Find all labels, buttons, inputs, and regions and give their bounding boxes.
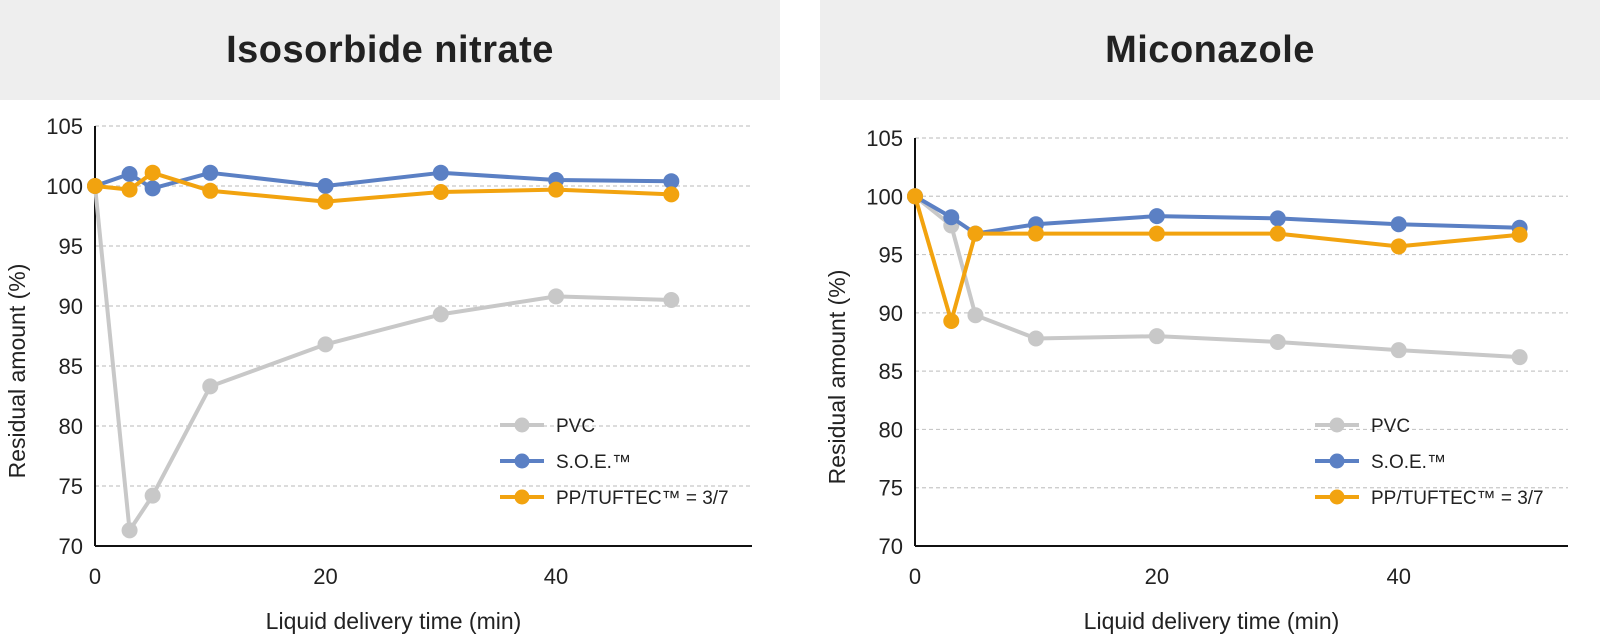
series-line-soe [913, 194, 1520, 236]
y-tick-label: 85 [59, 354, 83, 379]
y-tick-label: 100 [866, 184, 903, 209]
y-tick-label: 70 [59, 534, 83, 559]
data-point-pp [317, 193, 334, 210]
data-point-pp [432, 184, 449, 200]
y-tick-label: 75 [59, 474, 83, 499]
y-axis-label: Residual amount (%) [4, 264, 30, 479]
data-point-soe [432, 164, 449, 181]
data-point-pvc [1148, 328, 1165, 345]
chart-title-bar: Miconazole [820, 0, 1600, 100]
y-tick-label: 80 [879, 417, 903, 442]
legend-label-soe: S.O.E.™ [556, 452, 631, 473]
x-tick-label: 0 [909, 564, 921, 589]
x-tick-label: 0 [89, 564, 101, 589]
data-point-pp [967, 225, 984, 242]
y-tick-label: 85 [879, 359, 903, 384]
chart-panel-miconazole: Miconazole 70 75 80 85 90 95 100 105 0 20 40 Liquid… [820, 0, 1600, 642]
data-point-soe [144, 180, 161, 197]
legend-swatch-marker [514, 417, 530, 433]
data-point-pp [1148, 225, 1165, 242]
data-point-pp [121, 181, 138, 198]
y-tick-label: 75 [879, 476, 903, 501]
data-point-soe [1269, 210, 1286, 227]
data-point-pvc [1027, 330, 1044, 347]
data-point-pvc [121, 522, 138, 539]
data-point-pvc [1269, 334, 1286, 350]
chart-isosorbide-nitrate: 70 75 80 85 90 95 100 105 0 20 40 Liquid delivery t… [4, 114, 752, 634]
data-point-pp [907, 188, 923, 205]
data-point-soe [1148, 208, 1165, 225]
legend-label-pp: PP/TUFTEC™ = 3/7 [1371, 488, 1544, 509]
legend-swatch-marker [1329, 417, 1345, 433]
series-line-pvc [913, 194, 1520, 360]
data-point-pp [87, 178, 103, 194]
y-tick-label: 105 [46, 114, 83, 139]
series-line-pp [913, 195, 1520, 324]
data-point-pvc [317, 336, 334, 353]
x-tick-label: 20 [1145, 564, 1169, 589]
y-tick-label: 70 [879, 534, 903, 559]
legend-label-pvc: PVC [556, 416, 595, 437]
x-axis-label: Liquid delivery time (min) [1084, 608, 1340, 634]
data-point-pvc [1511, 349, 1528, 366]
data-point-pp [1511, 226, 1528, 243]
data-point-soe [943, 209, 960, 226]
data-point-pp [1390, 238, 1407, 255]
data-point-pp [663, 186, 680, 203]
data-point-soe [121, 166, 138, 182]
data-point-pp [943, 313, 960, 330]
data-point-pp [144, 164, 161, 181]
data-point-pvc [1390, 342, 1407, 359]
data-point-pvc [202, 378, 219, 395]
legend-swatch-marker [514, 453, 530, 469]
x-tick-label: 40 [1386, 564, 1410, 589]
legend-label-soe: S.O.E.™ [1371, 452, 1446, 473]
data-point-soe [663, 173, 680, 190]
y-tick-label: 100 [46, 174, 83, 199]
data-point-pp [548, 181, 565, 198]
chart-title: Isosorbide nitrate [226, 28, 554, 71]
y-axis-label: Residual amount (%) [824, 270, 850, 485]
legend-label-pvc: PVC [1371, 416, 1410, 437]
y-tick-label: 105 [866, 126, 903, 151]
series-line-pp [94, 170, 672, 204]
data-point-pp [202, 182, 219, 199]
chart-miconazole: 70 75 80 85 90 95 100 105 0 20 40 Liquid delivery t… [824, 126, 1568, 634]
data-point-pvc [548, 288, 565, 305]
legend-swatch-marker [514, 489, 530, 505]
data-point-pvc [663, 292, 680, 308]
chart-title-bar: Isosorbide nitrate [0, 0, 780, 100]
data-point-pp [1269, 225, 1286, 242]
y-tick-label: 80 [59, 414, 83, 439]
data-point-soe [1390, 216, 1407, 233]
y-tick-label: 95 [879, 243, 903, 268]
data-point-pp [1027, 225, 1044, 242]
x-tick-label: 40 [544, 564, 568, 589]
x-tick-label: 20 [313, 564, 337, 589]
legend-swatch-marker [1329, 453, 1345, 469]
y-tick-label: 90 [59, 294, 83, 319]
y-tick-label: 95 [59, 234, 83, 259]
y-tick-label: 90 [879, 301, 903, 326]
data-point-pvc [432, 306, 449, 323]
series-line-pvc [93, 185, 672, 533]
legend-swatch-marker [1329, 489, 1345, 505]
data-point-soe [317, 178, 334, 194]
chart-title: Miconazole [1105, 28, 1315, 71]
legend-label-pp: PP/TUFTEC™ = 3/7 [556, 488, 729, 509]
data-point-pvc [144, 487, 161, 504]
data-point-pvc [967, 307, 984, 324]
data-point-soe [202, 164, 219, 181]
x-axis-label: Liquid delivery time (min) [266, 608, 522, 634]
chart-panel-isosorbide: Isosorbide nitrate 70 75 80 85 90 95 100 105 0 20… [0, 0, 780, 642]
